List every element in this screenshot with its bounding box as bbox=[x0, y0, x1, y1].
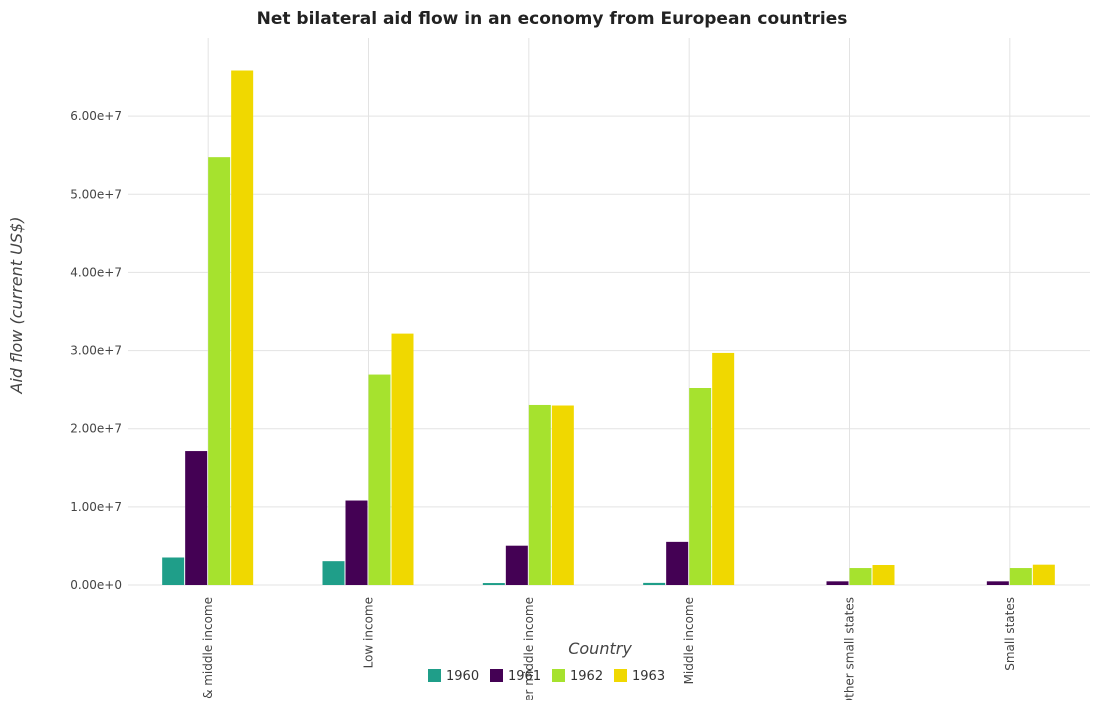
bar-1960-lower-middle-income bbox=[482, 583, 505, 585]
bar-1963-low-income bbox=[391, 333, 414, 585]
bar-1963-lower-middle-income bbox=[551, 405, 574, 585]
y-tick-label: 4.00e+7 bbox=[70, 265, 122, 279]
legend-label-1963: 1963 bbox=[632, 669, 665, 684]
bar-1962-other-small-states bbox=[849, 568, 872, 585]
x-tick-label-small-states: Small states bbox=[1003, 597, 1017, 671]
bar-1962-lower-middle-income bbox=[528, 404, 551, 585]
legend-label-1962: 1962 bbox=[570, 669, 603, 684]
y-tick-label: 6.00e+7 bbox=[70, 109, 122, 123]
bar-1961-middle-income bbox=[666, 541, 689, 585]
bar-1963-other-small-states bbox=[872, 564, 895, 585]
bar-1963-low-and-middle-income bbox=[231, 70, 254, 585]
y-tick-label: 0.00e+0 bbox=[70, 578, 122, 592]
legend-swatch-1961 bbox=[490, 669, 503, 682]
bar-1962-low-and-middle-income bbox=[208, 157, 231, 586]
y-tick-label: 5.00e+7 bbox=[70, 187, 122, 201]
bar-1960-low-and-middle-income bbox=[162, 557, 185, 585]
y-tick-label: 3.00e+7 bbox=[70, 344, 122, 358]
bar-1960-low-income bbox=[322, 561, 345, 585]
bar-1961-low-and-middle-income bbox=[185, 451, 208, 585]
y-axis-ticks: 0.00e+0 1.00e+7 2.00e+7 3.00e+7 4.00e+7 5.00e… bbox=[70, 109, 122, 592]
legend-swatch-1963 bbox=[614, 669, 627, 682]
legend-swatch-1960 bbox=[428, 669, 441, 682]
bar-1962-low-income bbox=[368, 374, 391, 585]
bars bbox=[162, 70, 1055, 586]
bar-1961-low-income bbox=[345, 500, 368, 585]
legend-label-1960: 1960 bbox=[446, 669, 479, 684]
bar-1961-small-states bbox=[986, 581, 1009, 585]
bar-1960-middle-income bbox=[643, 582, 666, 585]
legend-label-1961: 1961 bbox=[508, 669, 541, 684]
chart-title: Net bilateral aid flow in an economy fro… bbox=[257, 9, 848, 29]
legend: 1960 1961 1962 1963 bbox=[428, 669, 665, 684]
x-tick-label-low-and-middle-income: Low & middle income bbox=[201, 597, 215, 700]
x-tick-label-middle-income: Middle income bbox=[682, 597, 696, 684]
bar-1962-middle-income bbox=[689, 388, 712, 585]
legend-swatch-1962 bbox=[552, 669, 565, 682]
bar-1961-lower-middle-income bbox=[505, 545, 528, 585]
bar-1962-small-states bbox=[1009, 568, 1032, 585]
gridlines bbox=[128, 38, 1090, 586]
x-axis-label: Country bbox=[568, 639, 632, 658]
x-axis-ticks: Low & middle income Low income Lower middl… bbox=[201, 597, 1017, 704]
x-tick-label-lower-middle-income: Lower middle income bbox=[522, 597, 536, 700]
x-tick-label-other-small-states: Other small states bbox=[843, 597, 857, 700]
y-tick-label: 1.00e+7 bbox=[70, 500, 122, 514]
bar-1963-middle-income bbox=[712, 352, 735, 585]
x-tick-label-low-income: Low income bbox=[362, 597, 376, 668]
bar-1961-other-small-states bbox=[826, 581, 849, 585]
y-tick-label: 2.00e+7 bbox=[70, 422, 122, 436]
y-axis-label: Aid flow (current US$) bbox=[7, 217, 26, 395]
bar-1963-small-states bbox=[1032, 564, 1055, 585]
